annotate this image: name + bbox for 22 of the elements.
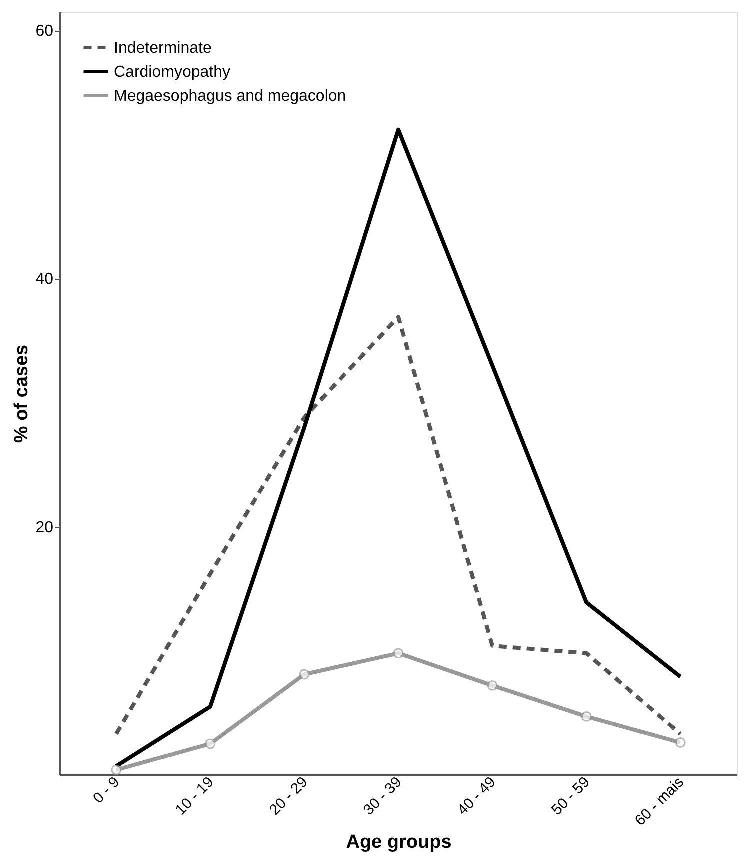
y-axis-title: % of cases (12, 344, 33, 444)
x-axis-title: Age groups (346, 832, 452, 853)
point (675, 738, 686, 748)
y-tick-label: 40 (36, 271, 54, 288)
x-tick-label: 30 - 39 (360, 774, 406, 819)
point (299, 669, 310, 680)
y-tick-label: 60 (36, 23, 54, 40)
legend-label: Megaesophagus and megacolon (114, 88, 346, 105)
legend-label: Indeterminate (114, 40, 212, 57)
point (487, 680, 498, 691)
line-series (114, 315, 683, 736)
x-tick-label: 0 - 9 (90, 774, 124, 808)
x-tick-label: 40 - 49 (454, 774, 500, 819)
point (205, 738, 216, 750)
point (111, 764, 122, 776)
point (393, 648, 404, 659)
x-tick-label: 10 - 19 (172, 774, 218, 819)
x-tick-label: 20 - 29 (266, 774, 312, 819)
point (581, 711, 592, 722)
x-tick-label: 50 - 59 (548, 774, 594, 819)
y-tick-label: 20 (36, 519, 54, 536)
legend-label: Cardiomyopathy (114, 64, 230, 81)
